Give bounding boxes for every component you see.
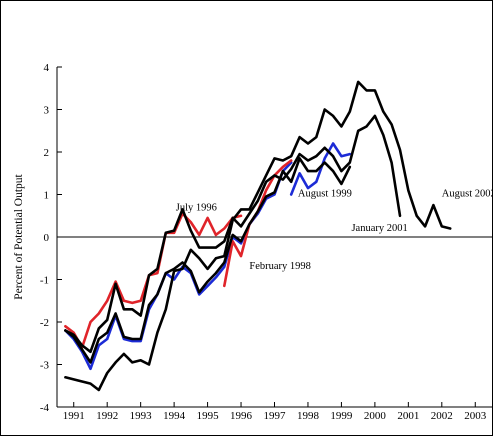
x-tick-label: 1993 xyxy=(130,410,153,422)
y-tick-label: -2 xyxy=(40,317,49,329)
x-tick-label: 2003 xyxy=(464,410,487,422)
y-axis-label: Percent of Potential Output xyxy=(13,173,25,299)
x-tick-label: 1997 xyxy=(264,410,287,422)
y-tick-label: 3 xyxy=(44,105,50,117)
x-tick-label: 1994 xyxy=(163,410,186,422)
x-tick-label: 1995 xyxy=(197,410,220,422)
y-tick-label: -4 xyxy=(40,402,50,414)
x-tick-label: 1996 xyxy=(230,410,253,422)
series-line-august-2002-000000 xyxy=(64,80,452,392)
x-tick-label: 2002 xyxy=(431,410,453,422)
annotation-february-1998: February 1998 xyxy=(249,261,311,272)
series-line-july-1996-e0242a xyxy=(64,212,243,349)
y-tick-label: -1 xyxy=(40,275,49,287)
x-tick-label: 1992 xyxy=(96,410,118,422)
x-tick-label: 2001 xyxy=(397,410,419,422)
x-tick-label: 1999 xyxy=(330,410,353,422)
y-tick-label: 1 xyxy=(44,190,50,202)
y-tick-label: 0 xyxy=(44,232,50,244)
ticks: 4 3 2 1 0 -1 -2 -3 -4 1991 1992 1993 1994 1995 1996 199… xyxy=(40,62,487,422)
series-annotations: July 1996 August 1999 January 2001 August 2… xyxy=(176,189,493,272)
y-tick-label: 2 xyxy=(44,147,50,159)
annotation-august-2002: August 2002 xyxy=(442,189,493,200)
series-lines xyxy=(64,80,452,392)
annotation-january-2001: January 2001 xyxy=(351,223,407,234)
y-tick-label: 4 xyxy=(44,62,50,74)
series-line-august-1999-1c2bd6 xyxy=(289,142,352,196)
x-tick-label: 1991 xyxy=(63,410,85,422)
x-tick-label: 1998 xyxy=(297,410,320,422)
annotation-july-1996: July 1996 xyxy=(176,203,217,214)
x-tick-label: 2000 xyxy=(364,410,387,422)
annotation-august-1999: August 1999 xyxy=(298,189,352,200)
y-tick-label: -3 xyxy=(40,360,50,372)
series-line-august-1999-000000 xyxy=(64,157,352,364)
